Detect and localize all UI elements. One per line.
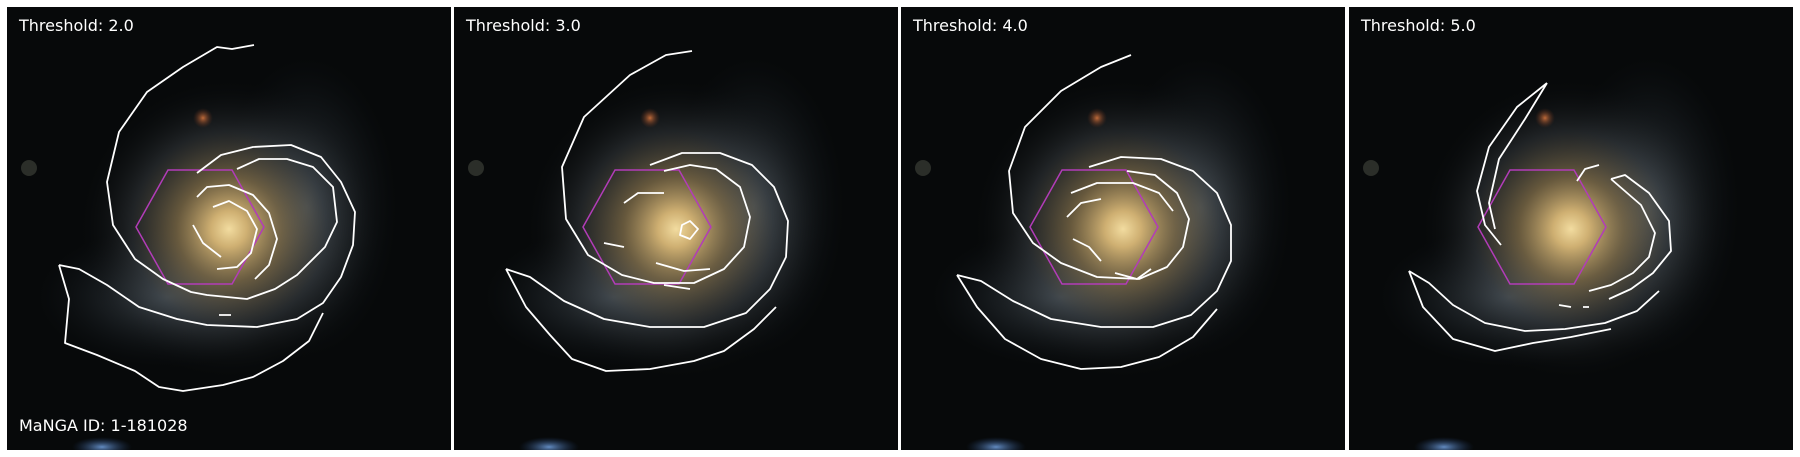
- contour-inner: [1408, 270, 1612, 352]
- contour-outer: [505, 50, 789, 372]
- contour-inner: [192, 184, 278, 316]
- manga-id-label: MaNGA ID: 1-181028: [19, 416, 188, 435]
- contour-outer: [58, 44, 356, 392]
- galaxy-image: [454, 7, 898, 450]
- galaxy-panel-threshold-5: Threshold: 5.0: [1349, 7, 1793, 450]
- galaxy-panel-threshold-2: Threshold: 2.0 MaNGA ID: 1-181028: [7, 7, 451, 450]
- threshold-label: Threshold: 5.0: [1361, 16, 1476, 35]
- threshold-label: Threshold: 4.0: [913, 16, 1028, 35]
- threshold-label: Threshold: 3.0: [466, 16, 581, 35]
- contour-inner: [1066, 182, 1174, 280]
- contour-outer: [1408, 82, 1672, 332]
- galaxy-image: [1349, 7, 1793, 450]
- galaxy-image: [7, 7, 451, 450]
- ifu-hexagon: [1477, 169, 1607, 285]
- threshold-label: Threshold: 2.0: [19, 16, 134, 35]
- contour-outer: [956, 54, 1232, 370]
- contour-inner: [603, 192, 711, 290]
- galaxy-panel-threshold-4: Threshold: 4.0: [901, 7, 1345, 450]
- galaxy-panel-threshold-3: Threshold: 3.0: [454, 7, 898, 450]
- ifu-hexagon: [1029, 169, 1159, 285]
- ifu-hexagon: [582, 169, 712, 285]
- ifu-hexagon: [135, 169, 265, 285]
- galaxy-image: [901, 7, 1345, 450]
